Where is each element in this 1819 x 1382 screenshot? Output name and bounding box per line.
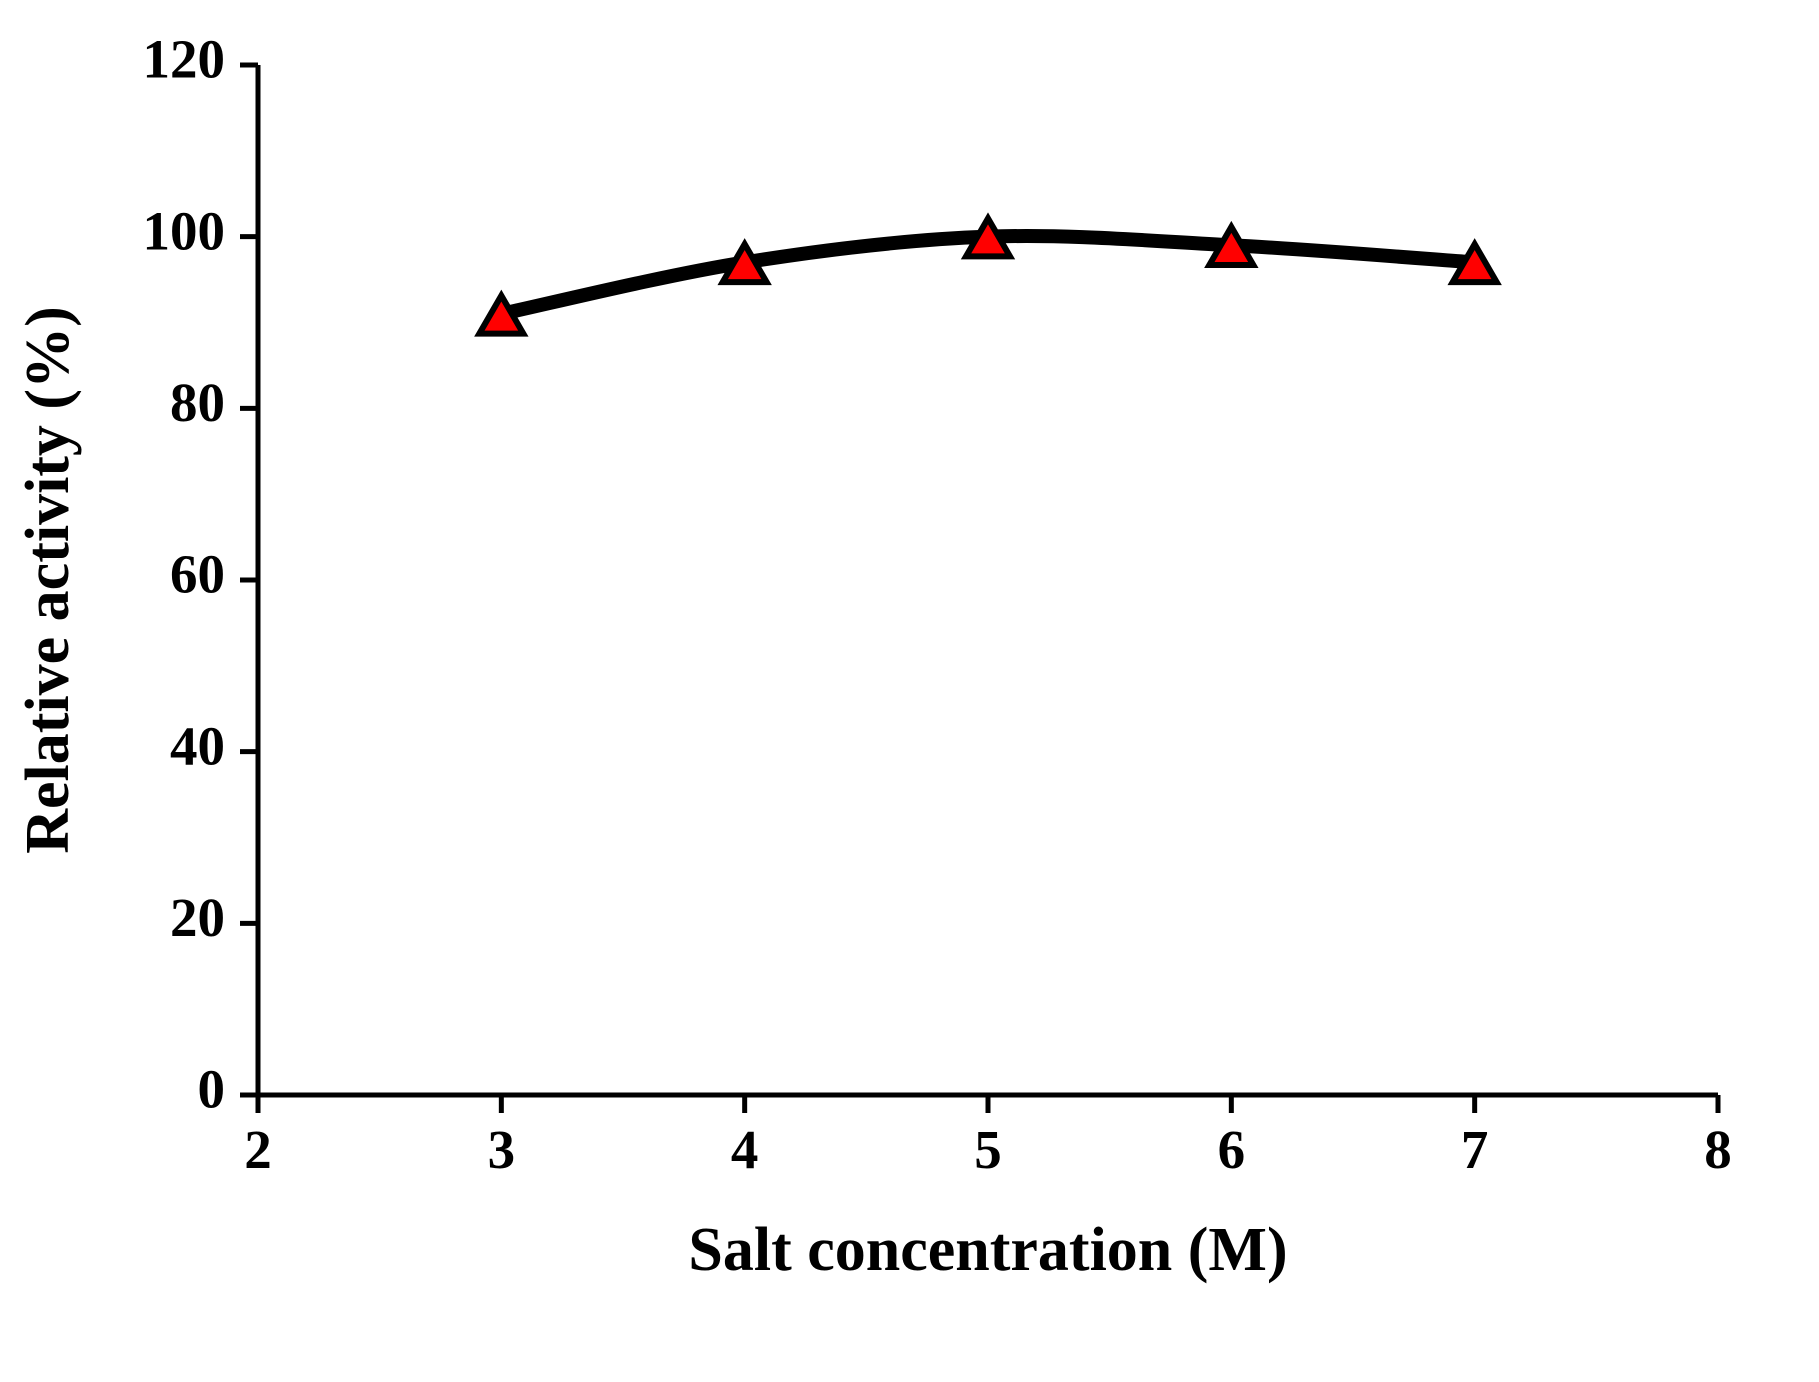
x-tick-label: 6 <box>1218 1119 1246 1180</box>
chart-svg: 0 20 40 60 80 100 120 2 3 4 5 6 7 8 Relative activity … <box>0 0 1819 1382</box>
y-axis-title: Relative activity (%) <box>14 306 82 853</box>
x-axis-title: Salt concentration (M) <box>688 1216 1287 1284</box>
chart-container: 0 20 40 60 80 100 120 2 3 4 5 6 7 8 Relative activity … <box>0 0 1819 1382</box>
y-tick-label: 40 <box>170 715 225 776</box>
x-tick-label: 7 <box>1461 1119 1489 1180</box>
y-tick-label: 60 <box>170 544 225 605</box>
x-tick-label: 4 <box>731 1119 759 1180</box>
y-tick-label: 20 <box>170 887 225 948</box>
y-tick-label: 0 <box>198 1059 226 1120</box>
x-tick-label: 3 <box>488 1119 516 1180</box>
y-tick-label: 80 <box>170 372 225 433</box>
y-tick-label: 100 <box>143 200 226 261</box>
x-tick-label: 8 <box>1704 1119 1732 1180</box>
x-tick-label: 2 <box>244 1119 272 1180</box>
y-tick-label: 120 <box>143 29 226 90</box>
x-tick-label: 5 <box>974 1119 1002 1180</box>
